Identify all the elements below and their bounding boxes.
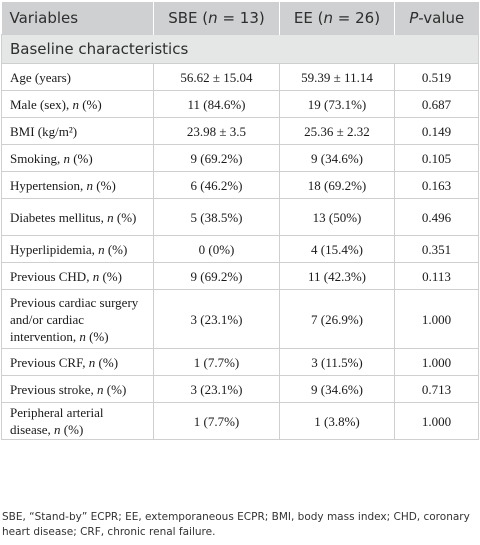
variable-cell: Male (sex), n (%) — [1, 90, 154, 118]
p-value-cell: 0.351 — [394, 235, 479, 263]
baseline-characteristics-table: Variables SBE (n = 13) EE (n = 26) P-val… — [1, 2, 479, 440]
sbe-value-cell: 56.62 ± 15.04 — [153, 63, 280, 91]
sbe-value-cell: 3 (23.1%) — [153, 289, 280, 349]
variable-cell: Hyperlipidemia, n (%) — [1, 235, 154, 263]
ee-value-cell: 18 (69.2%) — [279, 171, 395, 199]
sbe-value-cell: 9 (69.2%) — [153, 144, 280, 172]
p-value-cell: 0.105 — [394, 144, 479, 172]
p-value-cell: 0.496 — [394, 198, 479, 236]
table-header-row: Variables SBE (n = 13) EE (n = 26) P-val… — [1, 2, 479, 35]
table-row: Previous CHD, n (%) 9 (69.2%) 11 (42.3%) 0.… — [1, 262, 479, 290]
p-value-cell: 0.149 — [394, 117, 479, 145]
ee-value-cell: 25.36 ± 2.32 — [279, 117, 395, 145]
table-row: Previous cardiac surgery and/or cardiac … — [1, 289, 479, 349]
variable-cell: Peripheral arterial disease, n (%) — [1, 402, 154, 440]
table-row: Smoking, n (%) 9 (69.2%) 9 (34.6%) 0.105 — [1, 144, 479, 172]
ee-value-cell: 11 (42.3%) — [279, 262, 395, 290]
table-row: BMI (kg/m²) 23.98 ± 3.5 25.36 ± 2.32 0.149 — [1, 117, 479, 145]
p-value-cell: 0.687 — [394, 90, 479, 118]
baseline-table-container: Variables SBE (n = 13) EE (n = 26) P-val… — [1, 2, 479, 440]
variable-cell: BMI (kg/m²) — [1, 117, 154, 145]
p-value-cell: 0.163 — [394, 171, 479, 199]
ee-value-cell: 13 (50%) — [279, 198, 395, 236]
table-row: Diabetes mellitus, n (%) 5 (38.5%) 13 (50%… — [1, 198, 479, 236]
variable-cell: Hypertension, n (%) — [1, 171, 154, 199]
p-value-cell: 1.000 — [394, 402, 479, 440]
header-p-value: P-value — [394, 2, 479, 35]
ee-value-cell: 1 (3.8%) — [279, 402, 395, 440]
p-value-cell: 0.113 — [394, 262, 479, 290]
table-footnote: SBE, “Stand-by” ECPR; EE, extemporaneous… — [2, 511, 470, 538]
sbe-value-cell: 5 (38.5%) — [153, 198, 280, 236]
variable-cell: Previous stroke, n (%) — [1, 375, 154, 403]
table-row: Peripheral arterial disease, n (%) 1 (7.7… — [1, 402, 479, 440]
header-ee: EE (n = 26) — [279, 2, 395, 35]
ee-value-cell: 3 (11.5%) — [279, 348, 395, 376]
section-row: Baseline characteristics — [1, 34, 479, 64]
sbe-value-cell: 0 (0%) — [153, 235, 280, 263]
table-row: Hypertension, n (%) 6 (46.2%) 18 (69.2%) 0.… — [1, 171, 479, 199]
table-row: Male (sex), n (%) 11 (84.6%) 19 (73.1%) 0.6… — [1, 90, 479, 118]
ee-value-cell: 7 (26.9%) — [279, 289, 395, 349]
table-row: Hyperlipidemia, n (%) 0 (0%) 4 (15.4%) 0.35… — [1, 235, 479, 263]
table-row: Previous CRF, n (%) 1 (7.7%) 3 (11.5%) 1.00… — [1, 348, 479, 376]
variable-cell: Age (years) — [1, 63, 154, 91]
sbe-value-cell: 6 (46.2%) — [153, 171, 280, 199]
ee-value-cell: 59.39 ± 11.14 — [279, 63, 395, 91]
table-row: Previous stroke, n (%) 3 (23.1%) 9 (34.6%)… — [1, 375, 479, 403]
variable-cell: Previous cardiac surgery and/or cardiac … — [1, 289, 154, 349]
sbe-value-cell: 1 (7.7%) — [153, 348, 280, 376]
header-variables: Variables — [1, 2, 154, 35]
ee-value-cell: 9 (34.6%) — [279, 144, 395, 172]
p-value-cell: 0.519 — [394, 63, 479, 91]
sbe-value-cell: 23.98 ± 3.5 — [153, 117, 280, 145]
variable-cell: Smoking, n (%) — [1, 144, 154, 172]
p-value-cell: 0.713 — [394, 375, 479, 403]
sbe-value-cell: 9 (69.2%) — [153, 262, 280, 290]
variable-cell: Diabetes mellitus, n (%) — [1, 198, 154, 236]
variable-cell: Previous CHD, n (%) — [1, 262, 154, 290]
p-value-cell: 1.000 — [394, 348, 479, 376]
sbe-value-cell: 1 (7.7%) — [153, 402, 280, 440]
variable-cell: Previous CRF, n (%) — [1, 348, 154, 376]
section-title: Baseline characteristics — [1, 34, 479, 64]
table-row: Age (years) 56.62 ± 15.04 59.39 ± 11.14 0.5… — [1, 63, 479, 91]
p-value-cell: 1.000 — [394, 289, 479, 349]
sbe-value-cell: 11 (84.6%) — [153, 90, 280, 118]
ee-value-cell: 9 (34.6%) — [279, 375, 395, 403]
ee-value-cell: 4 (15.4%) — [279, 235, 395, 263]
sbe-value-cell: 3 (23.1%) — [153, 375, 280, 403]
ee-value-cell: 19 (73.1%) — [279, 90, 395, 118]
header-sbe: SBE (n = 13) — [153, 2, 280, 35]
